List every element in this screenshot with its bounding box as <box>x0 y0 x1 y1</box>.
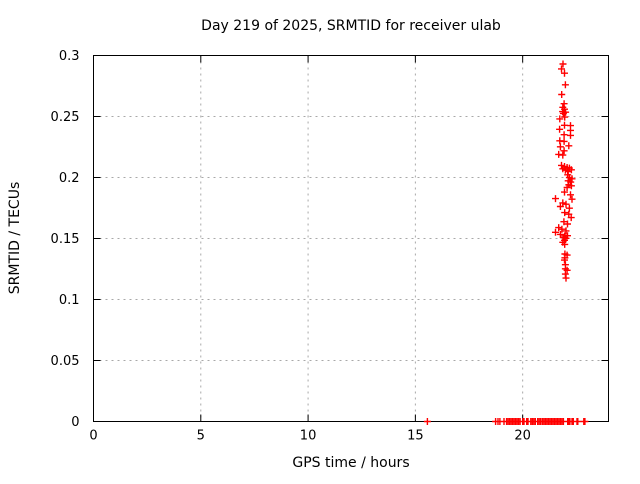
series-srmtid-markers <box>423 60 589 425</box>
grid-lines <box>93 55 609 422</box>
plot-border <box>93 55 609 422</box>
x-tick-label: 0 <box>89 429 97 444</box>
y-tick-labels: 0 0.05 0.1 0.15 0.2 0.25 0.3 <box>51 49 80 430</box>
chart-title: Day 219 of 2025, SRMTID for receiver ula… <box>201 18 501 34</box>
x-tick-labels: 0 5 10 15 20 <box>89 429 531 444</box>
y-tick-label: 0.2 <box>59 171 80 186</box>
y-tick-label: 0.1 <box>59 293 80 308</box>
y-tick-label: 0.05 <box>51 354 80 369</box>
x-tick-label: 10 <box>300 429 317 444</box>
y-tick-label: 0.25 <box>51 110 80 125</box>
data-points <box>423 60 589 425</box>
x-tick-label: 15 <box>407 429 424 444</box>
y-tick-label: 0.15 <box>51 232 80 247</box>
x-tick-label: 5 <box>197 429 205 444</box>
y-tick-label: 0.3 <box>59 49 80 64</box>
x-tick-label: 20 <box>514 429 531 444</box>
x-axis-label: GPS time / hours <box>292 455 409 471</box>
axis-tick-marks <box>93 55 609 422</box>
y-axis-label: SRMTID / TECUs <box>7 182 23 295</box>
y-tick-label: 0 <box>71 415 79 430</box>
